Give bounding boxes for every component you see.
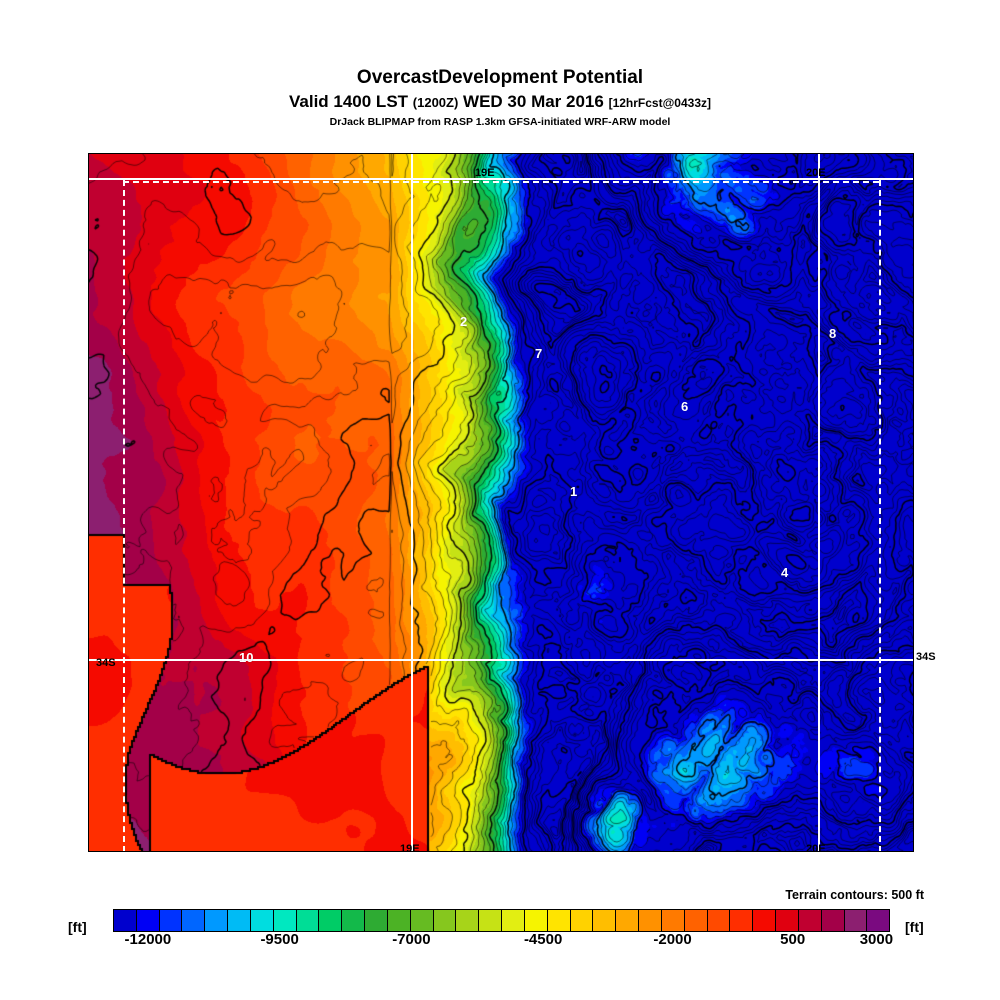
longitude-gridline	[411, 154, 413, 851]
domain-boundary-bottom	[123, 851, 879, 852]
page-title: OvercastDevelopment Potential	[356, 67, 644, 88]
graticule-label: 34S	[96, 657, 116, 669]
colorbar-segment	[661, 910, 685, 931]
colorbar-segment	[570, 910, 594, 931]
graticule-label: 20E	[806, 843, 826, 852]
colorbar-segment	[342, 910, 366, 931]
colorbar-tick: 3000	[859, 931, 894, 948]
colorbar-segment	[593, 910, 617, 931]
chart-header: OvercastDevelopment Potential Valid 1400…	[0, 0, 1000, 129]
colorbar-segment	[776, 910, 799, 931]
valid-time-prefix: Valid 1400 LST	[288, 92, 409, 111]
colorbar-segment	[319, 910, 343, 931]
colorbar-segment	[524, 910, 548, 931]
colorbar-segment	[684, 910, 708, 931]
colorbar-unit-right: [ft]	[905, 919, 924, 935]
colorbar-unit-left: [ft]	[68, 919, 87, 935]
colorbar-segment	[296, 910, 320, 931]
colorbar-tick: -2000	[653, 931, 692, 948]
graticule-label: 20E	[806, 167, 826, 179]
colorbar-segment	[707, 910, 731, 931]
colorbar-segment	[182, 910, 206, 931]
colorbar-segment	[387, 910, 411, 931]
valid-time-utc: (1200Z)	[412, 95, 459, 110]
waypoint-marker-8[interactable]: 8	[829, 326, 837, 341]
waypoint-marker-4[interactable]: 4	[781, 565, 789, 580]
colorbar-segment	[730, 910, 754, 931]
graticule-label: 19E	[400, 843, 420, 852]
latitude-gridline	[89, 178, 913, 180]
domain-boundary-top	[123, 181, 879, 183]
colorbar-segment	[433, 910, 457, 931]
colorbar-tick: 500	[780, 931, 806, 948]
forecast-map[interactable]: 19E 20E 19E 20E 34S 1 2 4 6 7 8 10	[88, 153, 914, 852]
map-canvas: 19E 20E 19E 20E 34S 1 2 4 6 7 8 10	[89, 154, 913, 851]
colorbar-segment	[616, 910, 640, 931]
colorbar-segment	[821, 910, 845, 931]
longitude-gridline	[818, 154, 820, 851]
colorbar-segment	[798, 910, 822, 931]
colorbar-scale	[113, 909, 890, 932]
colorbar-segment	[639, 910, 662, 931]
domain-boundary-right	[879, 180, 881, 851]
colorbar-segment	[547, 910, 571, 931]
waypoint-marker-10[interactable]: 10	[239, 650, 254, 665]
colorbar-segment	[365, 910, 388, 931]
colorbar-tick: -12000	[124, 931, 172, 948]
coastline-overlay	[89, 154, 913, 851]
waypoint-marker-1[interactable]: 1	[570, 484, 578, 499]
colorbar-tick-labels: -12000 -9500 -7000 -4500 -2000 500 3000	[0, 932, 1000, 954]
colorbar-segment	[867, 910, 890, 931]
colorbar-segment	[159, 910, 183, 931]
colorbar-segment	[410, 910, 434, 931]
colorbar-segment	[753, 910, 777, 931]
latitude-edge-label-right: 34S	[916, 651, 936, 663]
forecast-tag: [12hrFcst@0433z]	[608, 96, 711, 110]
colorbar-legend: [ft] [ft] -12000 -9500 -7000 -4500 -2000 500 3…	[0, 905, 1000, 965]
colorbar-tick: -4500	[523, 931, 563, 948]
waypoint-marker-7[interactable]: 7	[535, 346, 543, 361]
colorbar-segment	[844, 910, 868, 931]
waypoint-marker-6[interactable]: 6	[681, 399, 689, 414]
colorbar-segment	[479, 910, 503, 931]
colorbar-segment	[273, 910, 297, 931]
graticule-label: 19E	[475, 167, 495, 179]
colorbar-segment	[456, 910, 480, 931]
colorbar-segment	[502, 910, 525, 931]
waypoint-marker-2[interactable]: 2	[460, 314, 468, 329]
valid-time-day: WED 30 Mar 2016	[463, 92, 604, 111]
valid-time-subtitle: Valid 1400 LST (1200Z) WED 30 Mar 2016 […	[0, 93, 1000, 112]
colorbar-tick: -7000	[392, 931, 431, 948]
colorbar-tick: -9500	[260, 931, 299, 948]
colorbar-segment	[228, 910, 251, 931]
latitude-gridline	[89, 659, 913, 661]
colorbar-segment	[114, 910, 137, 931]
colorbar-segment	[205, 910, 229, 931]
domain-boundary-left	[123, 180, 125, 851]
terrain-contour-note: Terrain contours: 500 ft	[785, 888, 924, 902]
model-credit: DrJack BLIPMAP from RASP 1.3km GFSA-init…	[329, 116, 671, 128]
colorbar-segment	[250, 910, 274, 931]
colorbar-segment	[136, 910, 160, 931]
